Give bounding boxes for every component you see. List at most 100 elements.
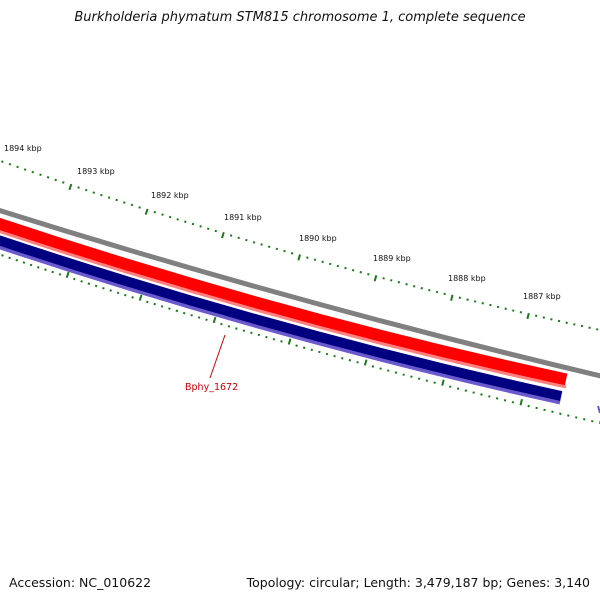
minor-tick	[1, 254, 4, 257]
minor-tick	[488, 395, 491, 398]
minor-tick	[8, 256, 11, 260]
minor-tick	[190, 314, 193, 317]
minor-tick	[397, 281, 401, 284]
major-tick	[450, 294, 454, 301]
minor-tick	[229, 234, 233, 237]
minor-tick	[464, 389, 468, 392]
minor-tick	[321, 260, 324, 264]
minor-tick	[405, 283, 408, 286]
kbp-label-1893: 1893 kbp	[77, 167, 115, 176]
minor-tick	[176, 218, 179, 221]
minor-tick	[583, 418, 586, 421]
minor-tick	[371, 365, 375, 368]
minor-tick	[527, 404, 530, 408]
minor-tick	[44, 268, 47, 271]
minor-tick	[191, 222, 195, 226]
minor-tick	[344, 266, 347, 270]
major-tick	[221, 232, 225, 239]
gene-label-bphy-1672[interactable]: Bphy_1672	[185, 382, 238, 393]
minor-tick	[197, 316, 201, 319]
minor-tick	[306, 256, 309, 259]
minor-tick	[109, 289, 112, 292]
minor-tick	[123, 201, 126, 204]
minor-tick	[100, 193, 103, 197]
reverse-cds-feature[interactable]	[0, 235, 563, 401]
minor-tick	[252, 241, 256, 244]
minor-tick	[267, 245, 271, 249]
minor-tick	[333, 354, 336, 358]
minor-tick	[481, 302, 484, 305]
minor-tick	[237, 236, 240, 240]
minor-tick	[512, 309, 515, 312]
minor-tick	[313, 258, 317, 262]
major-tick	[68, 183, 73, 191]
minor-tick	[130, 203, 134, 207]
minor-tick	[412, 285, 416, 288]
minor-tick	[227, 325, 231, 328]
minor-tick	[199, 225, 202, 228]
map-title: Burkholderia phymatum STM815 chromosome …	[74, 10, 526, 25]
minor-tick	[443, 292, 446, 296]
minor-tick	[73, 277, 76, 281]
minor-tick	[575, 416, 578, 419]
minor-tick	[39, 173, 42, 177]
major-tick	[363, 359, 368, 366]
minor-tick	[420, 286, 423, 290]
minor-tick	[456, 387, 460, 390]
forward-cds-feature[interactable]	[0, 217, 568, 387]
minor-tick	[84, 188, 88, 192]
major-tick	[373, 275, 378, 282]
minor-tick	[124, 293, 127, 297]
minor-tick	[46, 176, 50, 179]
major-tick	[287, 338, 292, 345]
minor-tick	[504, 307, 507, 310]
minor-tick	[235, 327, 238, 330]
major-tick	[441, 379, 445, 386]
minor-tick	[433, 381, 436, 384]
minor-tick	[272, 337, 276, 341]
minor-tick	[367, 273, 370, 276]
minor-tick	[131, 296, 134, 299]
minor-tick	[295, 344, 298, 347]
minor-tick	[245, 238, 248, 242]
minor-tick	[275, 247, 279, 251]
inner-scale-ticks	[1, 254, 600, 424]
minor-tick	[402, 373, 405, 376]
minor-tick	[473, 300, 477, 303]
minor-tick	[214, 229, 218, 233]
minor-tick	[280, 340, 283, 343]
minor-tick	[325, 352, 329, 356]
minor-tick	[466, 298, 469, 301]
minor-tick	[257, 333, 261, 337]
backbone-track	[0, 207, 600, 379]
gene-label-leader	[209, 334, 226, 379]
minor-tick	[390, 279, 393, 282]
minor-tick	[495, 397, 499, 400]
minor-tick	[302, 346, 306, 349]
minor-tick	[182, 311, 186, 315]
minor-tick	[29, 263, 33, 267]
minor-tick	[565, 321, 568, 324]
minor-tick	[102, 286, 105, 290]
minor-tick	[184, 220, 187, 224]
kbp-label-1888: 1888 kbp	[448, 274, 486, 283]
minor-tick	[153, 210, 157, 214]
kbp-label-1889: 1889 kbp	[373, 254, 411, 263]
minor-tick	[472, 391, 475, 394]
minor-tick	[359, 271, 362, 274]
minor-tick	[175, 309, 179, 313]
minor-tick	[588, 326, 591, 329]
minor-tick	[534, 314, 538, 318]
major-tick	[65, 271, 70, 278]
minor-tick	[36, 266, 40, 269]
minor-tick	[458, 296, 462, 299]
minor-tick	[329, 262, 332, 266]
minor-tick	[31, 170, 35, 174]
minor-tick	[168, 215, 172, 219]
minor-tick	[146, 300, 149, 304]
minor-tick	[205, 318, 208, 322]
forward-cds-highlight	[0, 230, 567, 389]
minor-tick	[417, 377, 421, 380]
minor-tick	[92, 191, 96, 194]
